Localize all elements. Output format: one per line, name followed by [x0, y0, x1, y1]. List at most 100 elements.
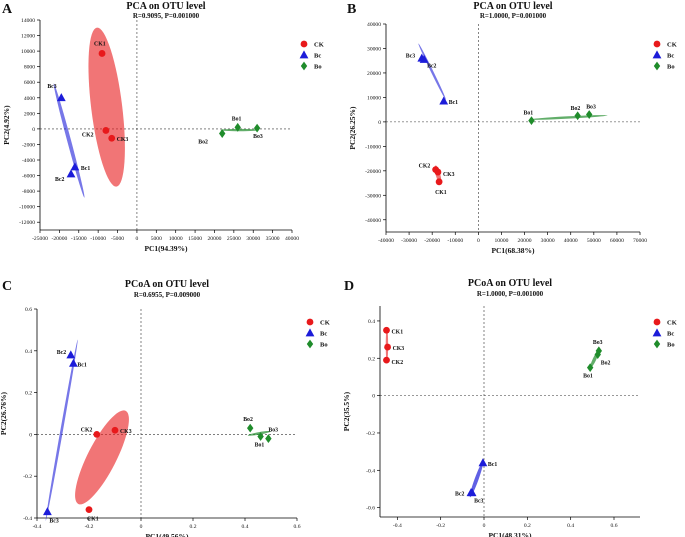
point-label: Bc3 [49, 519, 58, 525]
data-point-bc1 [439, 96, 449, 105]
y-tick-label: 0 [32, 127, 35, 133]
data-point-bc3 [56, 93, 66, 102]
group-ellipse-bo [220, 128, 260, 132]
y-tick-label: -0.4 [366, 468, 375, 474]
chart-title: PCA on OTU level [473, 1, 552, 12]
x-tick-label: 0 [136, 236, 139, 242]
panel-letter: A [2, 2, 13, 17]
x-tick-label: -30000 [401, 238, 417, 244]
y-tick-label: -0.4 [23, 516, 32, 522]
y-tick-label: 12000 [21, 34, 35, 40]
x-tick-label: 40000 [285, 236, 299, 242]
x-tick-label: -20000 [424, 238, 440, 244]
data-point-ck3 [384, 343, 391, 351]
point-label: Bo1 [523, 111, 533, 117]
data-point-ck1 [85, 506, 93, 514]
x-tick-label: 0.2 [524, 523, 531, 529]
legend-marker-bc [652, 328, 662, 337]
y-tick-label: -4000 [22, 158, 35, 164]
legend-label: CK [667, 320, 677, 327]
panel-letter: D [344, 279, 354, 294]
group-ellipse-bc [45, 339, 78, 521]
point-label: Bc1 [488, 462, 497, 468]
y-tick-label: -10000 [365, 144, 381, 150]
x-tick-label: 0.4 [242, 524, 249, 530]
point-label: CK1 [87, 517, 99, 523]
point-label: Bo1 [232, 116, 242, 122]
x-tick-label: -0.4 [393, 523, 402, 529]
data-point-bc1 [69, 358, 78, 367]
point-label: CK2 [392, 360, 404, 366]
data-point-bc3 [417, 53, 427, 62]
data-point-bc1 [70, 162, 80, 171]
legend-marker-ck [653, 318, 661, 326]
chart-subtitle: R=1.0000, P=0.001000 [480, 12, 547, 20]
point-label: Bc1 [81, 166, 90, 172]
y-tick-label: 40000 [367, 22, 381, 28]
point-label: Bo3 [593, 340, 603, 346]
x-tick-label: -25000 [32, 236, 48, 242]
data-point-ck3 [111, 426, 119, 434]
group-ellipse-ck [75, 410, 129, 505]
point-label: Bc2 [455, 492, 464, 498]
legend-label: Bo [314, 64, 322, 71]
group-ellipse-ck [88, 27, 125, 187]
legend-marker-bo [300, 61, 308, 71]
x-tick-label: 35000 [266, 236, 280, 242]
data-point-ck2 [93, 431, 101, 438]
x-tick-label: 0 [140, 524, 143, 530]
data-point-bc2 [66, 350, 76, 359]
point-label: CK3 [120, 429, 132, 435]
point-label: Bo2 [571, 106, 581, 112]
chart-title: PCoA on OTU level [125, 279, 209, 290]
legend-marker-bo [653, 61, 661, 71]
point-label: Bo3 [586, 105, 596, 111]
x-tick-label: -40000 [378, 238, 394, 244]
legend-marker-bc [652, 50, 662, 59]
data-point-bo2 [219, 129, 226, 138]
point-label: CK1 [392, 329, 404, 335]
data-point-bc3 [43, 507, 52, 516]
x-tick-label: 0 [477, 238, 480, 244]
y-tick-label: 6000 [24, 80, 35, 86]
point-label: Bo3 [268, 428, 278, 434]
x-tick-label: 10000 [494, 238, 508, 244]
data-point-bo2 [247, 423, 254, 433]
group-ellipse-bo [247, 430, 271, 436]
point-label: CK1 [94, 41, 106, 47]
legend-marker-bc [299, 50, 309, 59]
x-tick-label: 0.6 [294, 524, 301, 530]
legend-label: CK [320, 320, 330, 327]
y-tick-label: 4000 [24, 96, 35, 102]
x-tick-label: 20000 [207, 236, 221, 242]
data-point-bc2 [66, 169, 76, 178]
x-tick-label: -15000 [71, 236, 87, 242]
data-point-bc1 [478, 458, 488, 467]
y-tick-label: 10000 [21, 49, 35, 55]
y-tick-label: 0.4 [25, 349, 32, 355]
data-point-bo3 [595, 346, 603, 356]
y-tick-label: -6000 [22, 174, 35, 180]
data-point-ck1 [383, 326, 390, 334]
y-tick-label: 20000 [367, 71, 381, 77]
x-tick-label: -0.2 [436, 523, 445, 529]
legend-label: Bo [320, 342, 328, 349]
y-tick-label: -40000 [365, 218, 381, 224]
chart-title: PCA on OTU level [126, 1, 205, 12]
legend-marker-ck [306, 318, 314, 326]
legend-label: Bo [667, 342, 675, 349]
legend-label: Bc [314, 53, 321, 60]
y-tick-label: 14000 [21, 18, 35, 24]
legend-label: CK [667, 42, 677, 49]
y-tick-label: -12000 [19, 220, 35, 226]
x-tick-label: 50000 [587, 238, 601, 244]
point-label: Bc2 [427, 63, 436, 69]
x-tick-label: -10000 [447, 238, 463, 244]
chart-subtitle: R=0.6955, P=0.009000 [134, 291, 201, 299]
point-label: Bo2 [243, 417, 253, 423]
data-point-bo1 [528, 116, 535, 126]
